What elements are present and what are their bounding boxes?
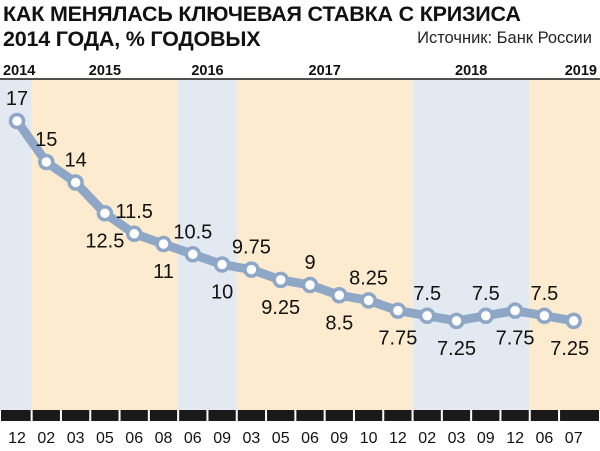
month-tick-label: 03 [67, 430, 85, 447]
year-label-2016: 2016 [191, 63, 223, 79]
year-label-2017: 2017 [309, 63, 341, 79]
data-labels: 17 15 14 12.5 11.5 11 10.5 10 9.75 9.25 9 8.5 8.25 7.… [6, 88, 589, 360]
month-tick-label: 12 [389, 430, 407, 447]
month-tick-label: 03 [243, 430, 261, 447]
data-point [477, 307, 495, 324]
data-point [125, 225, 143, 242]
data-label: 15 [35, 129, 57, 151]
data-point [8, 112, 26, 130]
data-label: 7.5 [530, 283, 558, 305]
data-label: 9.75 [232, 237, 271, 259]
data-label: 8.25 [349, 267, 388, 289]
data-label: 7.75 [378, 328, 417, 350]
month-tick-labels: 12 02 03 05 06 08 06 09 03 05 06 09 10 12 02 03 09 12 06 07 [8, 430, 583, 447]
source-note: Источник: Банк России [417, 29, 592, 47]
data-label: 7.75 [496, 328, 535, 350]
data-point [272, 271, 289, 289]
data-point [301, 276, 319, 294]
data-point [331, 287, 348, 304]
data-label: 7.5 [413, 283, 441, 305]
data-label: 11 [153, 261, 174, 283]
data-label: 11.5 [115, 201, 152, 223]
year-band-2019 [529, 79, 600, 410]
month-tick-label: 06 [301, 430, 319, 447]
data-point [418, 307, 436, 324]
month-tick-label: 02 [37, 430, 55, 447]
month-tick-label: 09 [477, 430, 495, 447]
year-band-2016 [178, 79, 237, 410]
x-axis-bar [0, 410, 600, 421]
month-tick-label: 05 [272, 430, 290, 447]
month-tick-label: 06 [536, 430, 554, 447]
year-label-2015: 2015 [89, 63, 121, 79]
year-labels: 2014 2015 2016 2017 2018 2019 [0, 63, 600, 80]
data-label: 9.25 [261, 297, 300, 319]
data-point [38, 153, 55, 171]
month-tick-label: 05 [96, 430, 114, 447]
data-point [360, 292, 377, 309]
data-label: 17 [6, 88, 28, 110]
title-line-1: КАК МЕНЯЛАСЬ КЛЮЧЕВАЯ СТАВКА С КРИЗИСА [3, 2, 521, 26]
year-bands [0, 79, 600, 410]
data-label: 12.5 [85, 230, 124, 252]
data-point [96, 205, 114, 222]
data-point [448, 312, 465, 330]
data-label: 7.25 [437, 338, 476, 360]
data-label: 9 [304, 252, 315, 274]
rate-series [8, 112, 582, 330]
data-label: 10 [211, 282, 233, 304]
month-tick-label: 02 [418, 430, 436, 447]
year-band-2017 [236, 79, 413, 410]
month-tick-label: 09 [330, 430, 348, 447]
year-label-2019: 2019 [565, 63, 597, 79]
data-point [506, 302, 524, 319]
data-point [536, 307, 553, 324]
data-label: 7.25 [550, 338, 589, 360]
year-label-2014: 2014 [3, 63, 35, 79]
data-point [213, 256, 231, 273]
month-tick-label: 10 [360, 430, 378, 447]
month-tick-label: 03 [448, 430, 466, 447]
data-label: 7.5 [472, 283, 500, 305]
data-point [184, 246, 202, 263]
data-label: 14 [64, 150, 86, 172]
data-point [389, 302, 407, 319]
month-tick-label: 12 [506, 430, 524, 447]
data-point [67, 174, 84, 191]
data-point [565, 312, 582, 330]
month-tick-label: 06 [184, 430, 202, 447]
chart-title: КАК МЕНЯЛАСЬ КЛЮЧЕВАЯ СТАВКА С КРИЗИСА 2… [3, 2, 521, 52]
data-label: 8.5 [325, 312, 353, 334]
year-label-2018: 2018 [455, 63, 487, 79]
x-axis [0, 410, 600, 421]
title-line-2: 2014 ГОДА, % ГОДОВЫХ [3, 27, 261, 51]
data-label: 10.5 [173, 221, 212, 243]
month-tick-label: 07 [565, 430, 583, 447]
data-point [155, 235, 172, 253]
month-tick-label: 08 [155, 430, 173, 447]
month-tick-label: 12 [8, 430, 26, 447]
year-band-2018 [412, 79, 530, 410]
month-tick-label: 09 [213, 430, 231, 447]
data-point [243, 261, 260, 278]
month-tick-label: 06 [125, 430, 143, 447]
